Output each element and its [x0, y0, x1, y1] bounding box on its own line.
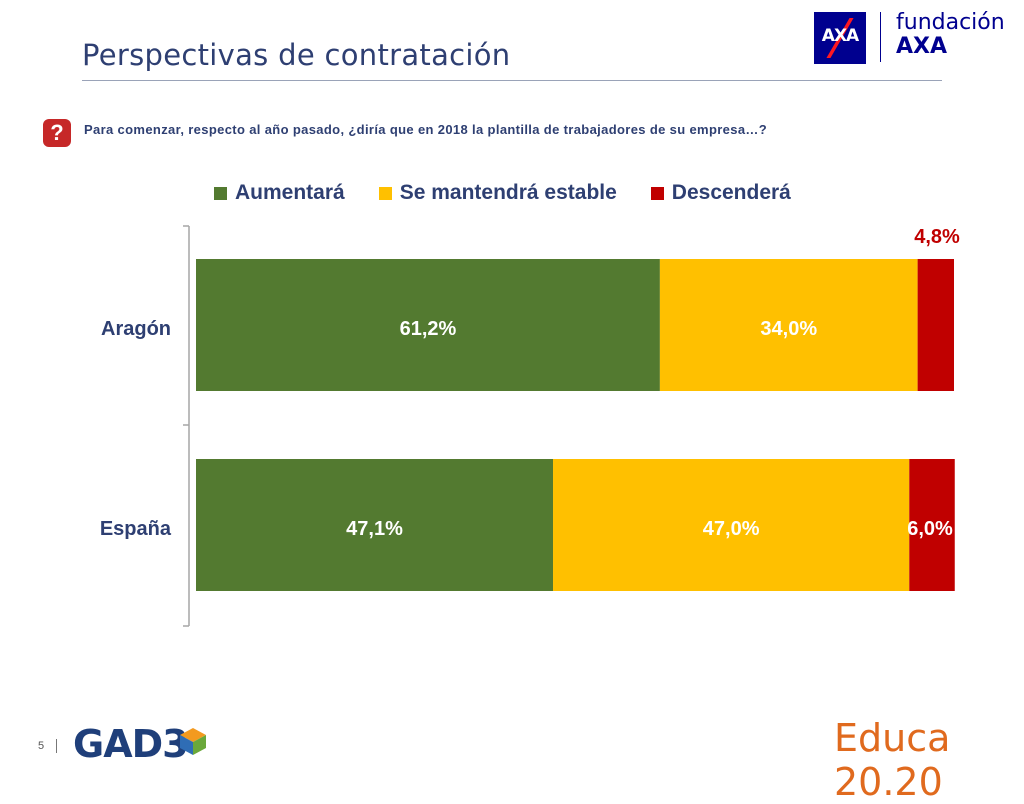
bar-segment — [196, 259, 660, 391]
legend-label-aumentara: Aumentará — [235, 181, 345, 204]
logo-divider — [880, 12, 881, 62]
legend-label-descendera: Descenderá — [671, 181, 791, 204]
footer-divider — [56, 739, 57, 753]
legend-swatch-estable — [378, 186, 392, 200]
legend-item-estable: Se mantendrá estable — [378, 181, 617, 205]
axa-logo-text: AXA — [821, 26, 859, 46]
category-label: Aragón — [101, 318, 171, 340]
legend-swatch-descendera — [650, 186, 664, 200]
axa-logo: AXA — [814, 12, 866, 64]
data-label: 4,8% — [914, 226, 960, 248]
logo-fundacion-text: fundación — [896, 10, 1005, 35]
gad3-logo: GAD3 — [73, 722, 189, 766]
data-label: 6,0% — [907, 518, 953, 540]
legend-item-descendera: Descenderá — [650, 181, 791, 205]
bar-segment — [553, 459, 910, 591]
survey-question: Para comenzar, respecto al año pasado, ¿… — [84, 122, 768, 137]
legend-item-aumentara: Aumentará — [214, 181, 345, 205]
educa-2020-logo: Educa 20.20 — [834, 716, 951, 804]
data-label: 47,0% — [703, 518, 760, 540]
category-label: España — [100, 518, 172, 540]
bar-segment — [196, 459, 554, 591]
question-icon: ? — [43, 119, 71, 147]
chart-legend: Aumentará Se mantendrá estable Descender… — [214, 181, 825, 205]
data-label: 34,0% — [760, 318, 817, 340]
bar-segment — [909, 459, 955, 591]
data-label: 61,2% — [400, 318, 457, 340]
page-number: 5 — [38, 740, 45, 752]
bar-segment — [659, 259, 918, 391]
legend-label-estable: Se mantendrá estable — [399, 181, 617, 204]
data-label: 47,1% — [346, 518, 403, 540]
legend-swatch-aumentara — [214, 186, 227, 200]
fundacion-axa-logo: fundación AXA — [896, 12, 1005, 58]
page-title: Perspectivas de contratación — [82, 38, 511, 72]
gad3-cube-icon — [180, 728, 206, 755]
logo-axa-text: AXA — [896, 34, 948, 59]
bar-segment — [917, 259, 954, 391]
title-divider — [82, 80, 942, 81]
stacked-bar-chart: Aragón 61,2% 34,0% 4,8% España 47,1% 47,0% 6,0% — [100, 225, 960, 627]
